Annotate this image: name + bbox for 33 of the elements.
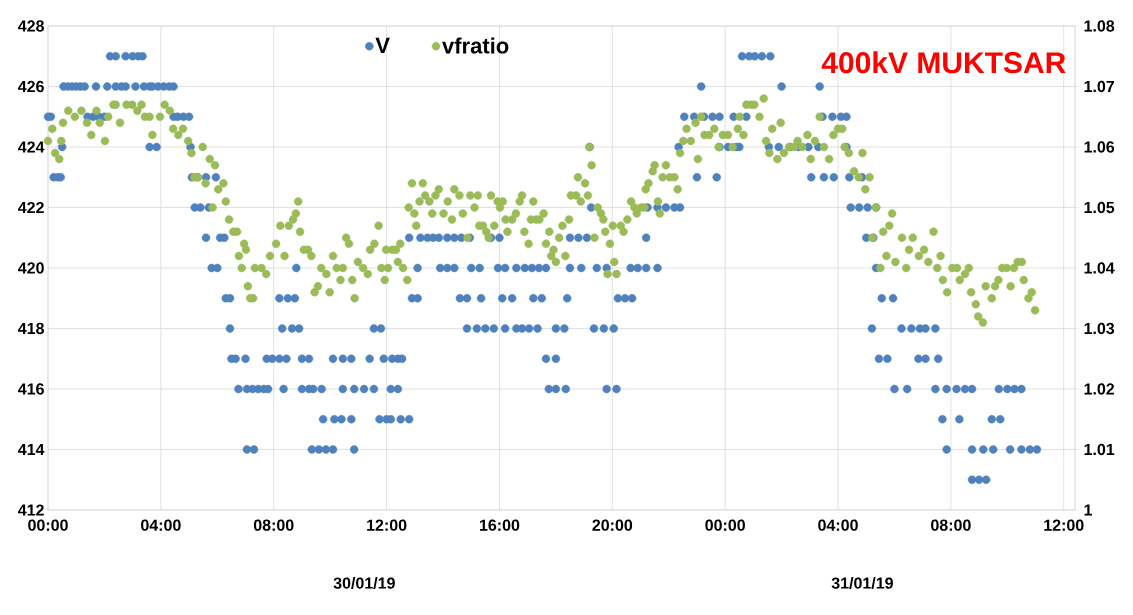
y2-tick-label: 1.04 [1084,262,1115,274]
y-tick-label: 428 [18,20,44,32]
y-tick-label: 422 [18,201,44,214]
y-tick-label: 420 [18,262,44,274]
y2-tick-label: 1.01 [1084,443,1115,456]
x-tick-label: 00:00 [28,519,68,531]
legend-label: V [375,37,390,53]
text: 31/01/19 [831,577,893,589]
x-tick-label: 16:00 [479,519,520,531]
legend-label: vfratio [442,37,509,54]
text: 400kV MUKTSAR [821,51,1066,74]
x-tick-label: 08:00 [253,519,294,531]
y2-tick-label: 1.02 [1084,383,1115,395]
x-tick-label: 20:00 [592,519,633,531]
y2-tick-label: 1 [1084,504,1093,516]
y-tick-label: 424 [18,141,45,153]
y-tick-label: 418 [18,322,44,335]
y-tick-label: 416 [18,383,44,395]
x-tick-label: 04:00 [818,519,858,531]
y-tick-label: 412 [18,504,44,516]
y-tick-label: 414 [18,443,45,455]
y2-tick-label: 1.05 [1084,201,1115,214]
y2-tick-label: 1.06 [1084,141,1115,153]
y-tick-label: 426 [18,80,44,93]
x-tick-label: 04:00 [141,519,181,531]
y2-tick-label: 1.07 [1084,80,1114,93]
text: 30/01/19 [333,577,395,589]
x-tick-label: 12:00 [1044,519,1084,531]
y2-tick-label: 1.08 [1084,20,1115,32]
x-tick-label: 00:00 [705,519,745,531]
y2-tick-label: 1.03 [1084,322,1115,335]
x-tick-label: 08:00 [931,519,971,531]
x-tick-label: 12:00 [367,519,407,531]
